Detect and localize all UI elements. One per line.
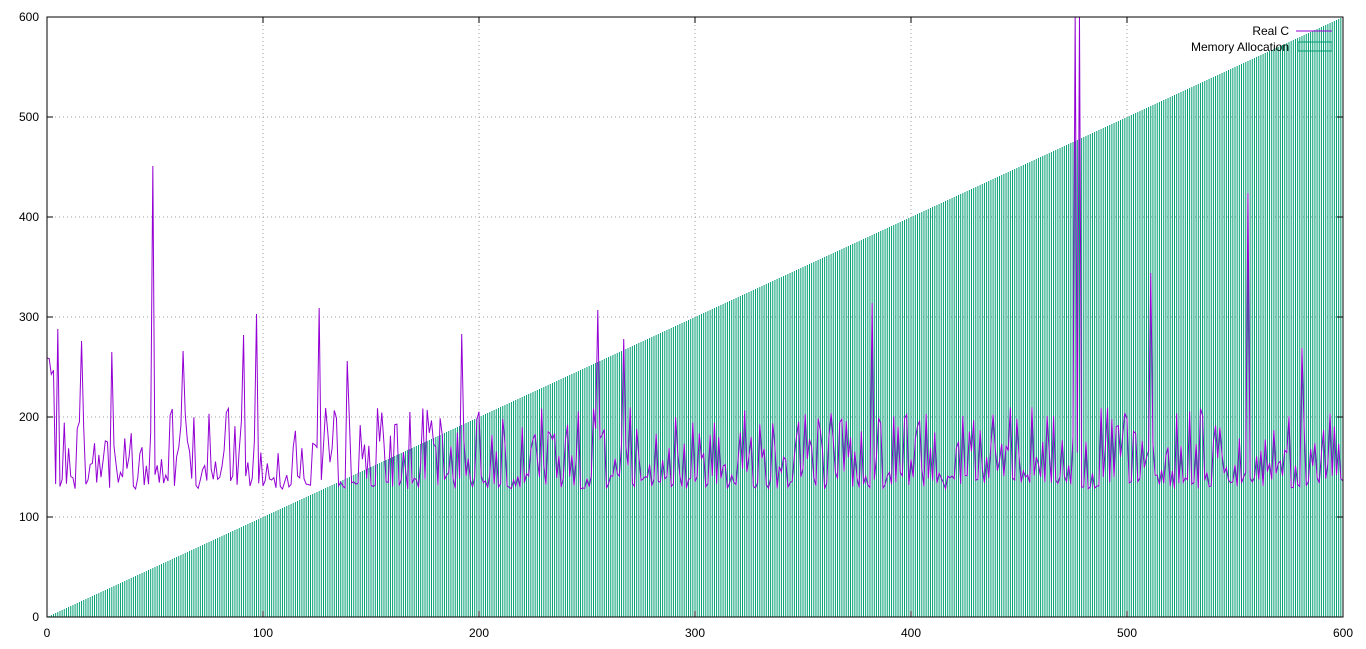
y-tick-label: 200 bbox=[19, 410, 39, 424]
y-tick-label: 500 bbox=[19, 110, 39, 124]
x-tick-label: 600 bbox=[1333, 626, 1353, 640]
y-tick-label: 600 bbox=[19, 10, 39, 24]
legend: Real C Memory Allocation bbox=[1191, 24, 1333, 54]
x-tick-label: 500 bbox=[1117, 626, 1137, 640]
legend-label-memory-allocation: Memory Allocation bbox=[1191, 40, 1289, 54]
x-tick-label: 0 bbox=[44, 626, 51, 640]
y-tick-label: 400 bbox=[19, 210, 39, 224]
memory-allocation-series bbox=[48, 17, 1344, 617]
x-tick-label: 100 bbox=[253, 626, 273, 640]
x-tick-label: 200 bbox=[469, 626, 489, 640]
real-c-line bbox=[46, 16, 1344, 491]
real-c-series bbox=[46, 16, 1344, 491]
y-tick-label: 100 bbox=[19, 510, 39, 524]
legend-swatch-memory-allocation bbox=[1297, 41, 1333, 52]
legend-label-real-c: Real C bbox=[1252, 24, 1289, 38]
y-tick-label: 0 bbox=[32, 610, 39, 624]
y-tick-label: 300 bbox=[19, 310, 39, 324]
x-tick-label: 400 bbox=[901, 626, 921, 640]
x-tick-label: 300 bbox=[685, 626, 705, 640]
axes: 0 100 200 300 400 500 600 0 100 200 300 400 500 600 bbox=[19, 10, 1353, 640]
